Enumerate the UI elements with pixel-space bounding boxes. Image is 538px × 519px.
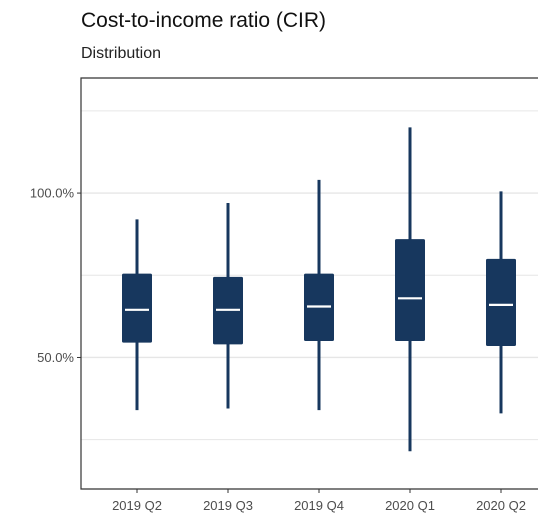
box [122, 273, 152, 343]
box [486, 258, 516, 346]
box [395, 239, 425, 342]
x-tick-label: 2019 Q3 [203, 498, 253, 513]
y-tick-label: 50.0% [37, 350, 74, 365]
x-tick-label: 2020 Q1 [385, 498, 435, 513]
x-tick-label: 2020 Q2 [476, 498, 526, 513]
chart-subtitle: Distribution [81, 45, 162, 62]
chart-title: Cost-to-income ratio (CIR) [81, 9, 327, 32]
x-tick-label: 2019 Q2 [112, 498, 162, 513]
y-tick-label: 100.0% [30, 186, 75, 201]
x-tick-label: 2019 Q4 [294, 498, 344, 513]
panel-border [80, 77, 538, 490]
